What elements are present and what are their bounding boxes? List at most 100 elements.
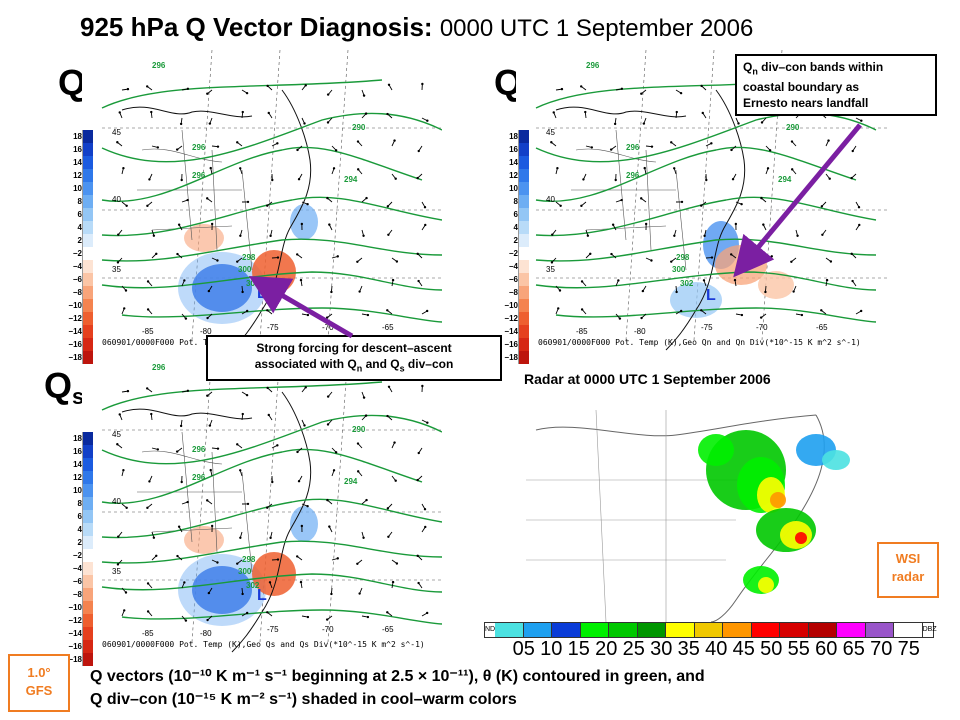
q-vector-head [186,198,189,202]
q-vector-head [295,253,299,256]
q-vector-head [236,141,239,144]
q-vector-head [356,168,360,171]
colorbar-label: 16 [509,145,518,154]
q-vector-head [358,592,361,595]
q-vector-head [146,204,149,208]
colorbar-cell [82,221,93,234]
callout-qn-rest1: div–con bands within [757,60,884,74]
callout-qn-line1: Qn div–con bands within [743,59,929,79]
radar-echo [758,577,774,593]
model-line2: GFS [25,683,53,698]
q-vector-head [640,92,643,95]
lat-label: 40 [546,195,555,204]
theta-contour [555,307,877,323]
q-vector-head [387,385,391,388]
colorbar-cell [82,458,93,471]
q-vector-head [740,313,744,317]
q-vector-head [126,87,130,91]
low-pressure-symbol: L [257,587,267,604]
colorbar-cell [518,182,529,195]
lon-label: -80 [200,629,212,638]
colorbar-label: 16 [73,447,82,456]
model-box: 1.0° GFS [8,654,70,712]
colorbar-label: 6 [513,210,518,219]
dbz-label: 25 [622,638,645,660]
colorbar-label: −14 [504,327,518,336]
q-vector-head [117,233,120,236]
dbz-color-cell [865,623,895,637]
colorbar-label: −14 [68,327,82,336]
q-vector-head [241,592,244,596]
lat-label: 45 [112,128,121,137]
radar-echo [698,434,734,466]
q-vector-head [679,91,683,95]
q-vector-head [416,554,419,558]
colorbar-label: −18 [68,655,82,664]
contour-label: 298 [676,253,690,262]
q-vector-head [609,148,613,151]
q-vector-head [733,278,737,282]
low-pressure-symbol: L [706,287,716,304]
q-vector-head [177,223,181,226]
q-vector-head [328,223,331,226]
q-vector-head [306,615,310,619]
q-vector-head [304,386,307,389]
q-vector-head [670,260,673,263]
q-vector-head [330,290,333,294]
title-date: 0000 UTC 1 September 2006 [439,15,754,42]
q-vector-head [326,121,330,124]
dbz-color-cell [894,623,923,637]
colorbar-label: 10 [509,184,518,193]
colorbar-label: −16 [68,340,82,349]
colorbar-label: 14 [509,158,518,167]
q-vector-head [183,581,186,584]
q-vector-head [416,176,419,180]
q-vector-head [332,167,336,170]
q-vector-head [827,139,830,142]
lon-label: -70 [756,323,768,332]
theta-contour [535,146,857,202]
grid-lon [259,352,281,643]
theta-contour [121,609,442,625]
dbz-color-cell [780,623,809,637]
callout-descent-b: div–con [404,357,454,371]
q-vector-head [356,260,359,263]
callout-descent-sub-s: s [399,363,405,374]
q-vector-head [206,316,209,320]
callout-descent-a: associated with Q [254,357,357,371]
colorbar-label: −8 [72,288,82,297]
coastline [555,89,746,351]
theta-contour [101,540,442,564]
lon-label: -80 [200,327,212,336]
q-vector-head [266,204,269,207]
q-vector-head [559,204,562,207]
q-vector-head [207,289,211,293]
q-vector-head [266,506,269,509]
colorbar-cell [518,221,529,234]
dbz-color-cell [751,623,781,637]
colorbar-label: 4 [77,525,82,534]
shade-orange [184,224,224,252]
q-vector-head [643,166,646,170]
q-vector-head [155,554,158,558]
q-vector-head [148,178,151,181]
map-qn-footer: 060901/0000F000 Pot. Temp (K),Geo Qn and… [538,338,861,347]
q-vector-head [241,110,244,114]
q-vector-head [179,424,183,428]
q-vector-head [146,610,150,613]
colorbar-cell [518,260,529,273]
colorbar-qn-cells: 18 16 14 12 10 8 6 4 2 −2 −4 −6 −8 −10 −12 −14 −16 −18 [504,130,529,364]
q-vector-head [268,581,272,584]
q-vector-head [216,259,219,262]
colorbar-label: 10 [73,486,82,495]
contour-label: 300 [672,265,686,274]
q-vector-head [550,261,554,264]
q-vector-head [673,167,676,170]
model-line1: 1.0° [27,665,51,680]
q-vector-head [239,234,242,237]
q-vector-head [650,259,653,262]
dbz-color-cell [666,623,695,637]
q-vector-head [297,178,301,181]
theta-contour [101,79,383,109]
q-vector-head [356,562,359,565]
